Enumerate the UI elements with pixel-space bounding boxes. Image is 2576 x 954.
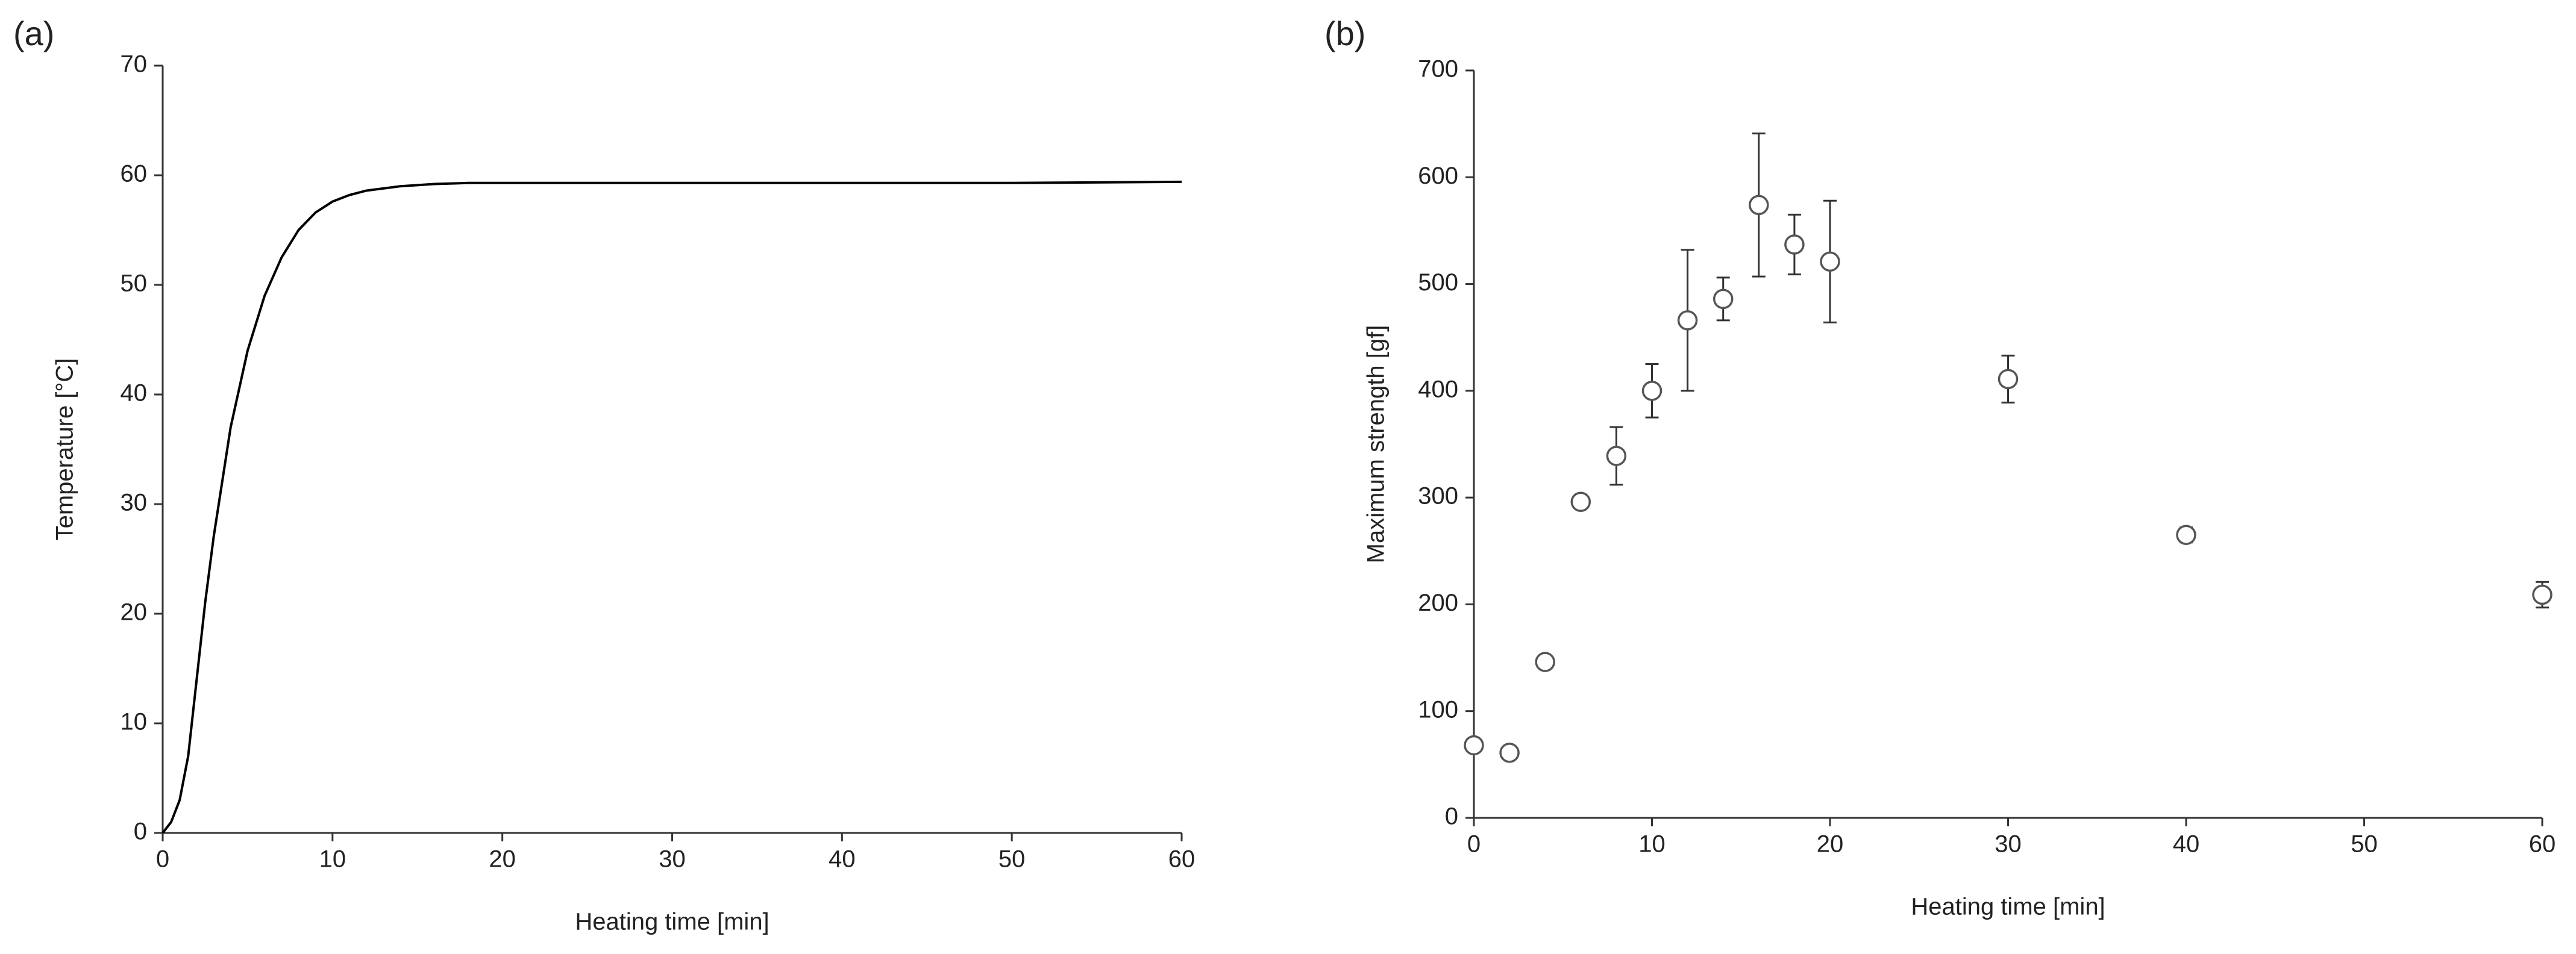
data-point bbox=[1820, 251, 1840, 272]
temperature-line bbox=[161, 180, 1182, 834]
data-point bbox=[1713, 288, 1734, 310]
x-axis-title: Heating time [min] bbox=[1911, 894, 2105, 920]
x-axis-title: Heating time [min] bbox=[575, 909, 769, 935]
y-tick-label: 50 bbox=[121, 270, 148, 297]
x-tick-label: 30 bbox=[659, 846, 686, 873]
data-point bbox=[2176, 525, 2196, 545]
y-tick-label: 0 bbox=[134, 818, 147, 845]
data-point bbox=[1749, 195, 1769, 216]
data-point bbox=[1535, 652, 1555, 672]
x-tick-label: 50 bbox=[998, 846, 1026, 873]
data-point bbox=[1464, 735, 1484, 756]
panel-label: (b) bbox=[1324, 14, 1365, 52]
y-tick-label: 10 bbox=[121, 709, 148, 735]
y-tick-label: 400 bbox=[1418, 376, 1458, 402]
y-tick-label: 500 bbox=[1418, 269, 1458, 296]
y-tick-label: 40 bbox=[121, 380, 148, 407]
x-tick-label: 30 bbox=[1995, 831, 2022, 858]
y-axis-title: Maximum strength [gf] bbox=[1363, 325, 1390, 564]
y-tick-label: 70 bbox=[121, 51, 148, 78]
x-tick-label: 60 bbox=[2529, 831, 2556, 858]
data-point bbox=[1570, 491, 1591, 512]
y-tick-label: 20 bbox=[121, 599, 148, 626]
data-point bbox=[1784, 234, 1805, 255]
y-tick-label: 600 bbox=[1418, 163, 1458, 189]
x-tick-label: 50 bbox=[2351, 831, 2378, 858]
data-point bbox=[1499, 743, 1520, 763]
y-axis-title: Temperature [°C] bbox=[52, 358, 78, 541]
y-tick-label: 0 bbox=[1445, 803, 1458, 830]
data-point bbox=[1641, 381, 1662, 401]
x-tick-label: 40 bbox=[829, 846, 856, 873]
data-point bbox=[2532, 584, 2552, 605]
x-tick-label: 20 bbox=[489, 846, 516, 873]
y-tick-label: 60 bbox=[121, 161, 148, 187]
panel-label: (a) bbox=[13, 14, 54, 52]
x-tick-label: 0 bbox=[156, 846, 169, 873]
x-tick-label: 10 bbox=[1638, 831, 1666, 858]
data-point bbox=[1998, 369, 2019, 390]
x-tick-label: 20 bbox=[1817, 831, 1844, 858]
y-tick-label: 100 bbox=[1418, 696, 1458, 723]
y-tick-label: 200 bbox=[1418, 590, 1458, 616]
data-point bbox=[1606, 446, 1627, 466]
x-tick-label: 10 bbox=[319, 846, 346, 873]
x-tick-label: 40 bbox=[2173, 831, 2200, 858]
data-point bbox=[1677, 310, 1698, 331]
y-tick-label: 700 bbox=[1418, 56, 1458, 83]
x-tick-label: 0 bbox=[1467, 831, 1481, 858]
x-tick-label: 60 bbox=[1168, 846, 1196, 873]
y-tick-label: 300 bbox=[1418, 483, 1458, 510]
y-tick-label: 30 bbox=[121, 490, 148, 516]
